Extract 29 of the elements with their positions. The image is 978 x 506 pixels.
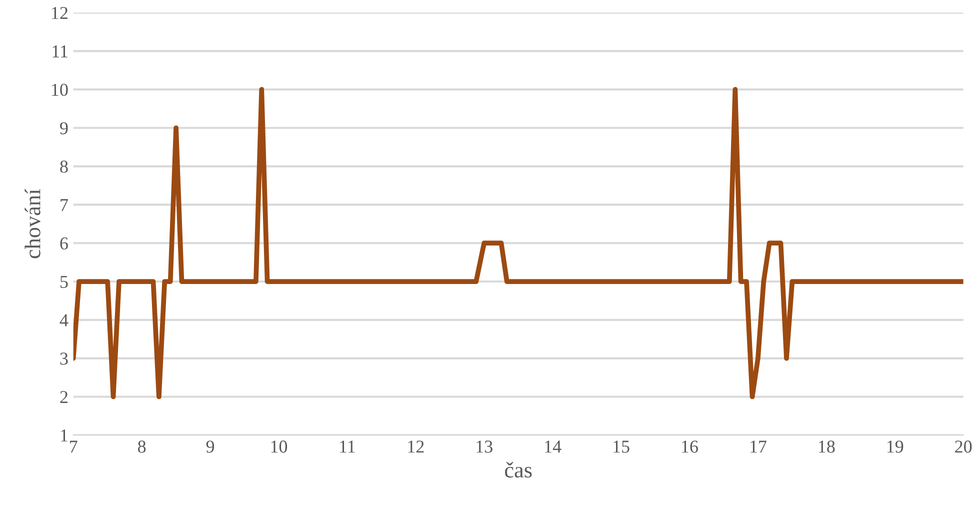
- x-tick-label: 15: [614, 440, 630, 453]
- x-tick-label: 19: [887, 440, 904, 453]
- y-tick-label: 10: [52, 84, 68, 96]
- y-tick-label: 11: [52, 45, 68, 58]
- y-tick-label: 1: [61, 430, 68, 442]
- x-tick-label: 9: [206, 440, 214, 453]
- x-tick-label: 20: [955, 440, 972, 453]
- x-tick-label: 12: [408, 440, 424, 453]
- x-tick-label: 18: [818, 440, 835, 453]
- y-tick-label: 7: [60, 199, 68, 211]
- x-axis-title: čas: [505, 462, 532, 478]
- x-tick-label: 17: [750, 440, 766, 453]
- y-tick-label: 9: [60, 122, 68, 134]
- x-tick-label: 13: [476, 440, 492, 453]
- y-tick-label: 6: [60, 237, 68, 250]
- x-tick-label: 8: [138, 440, 146, 453]
- x-tick-label: 16: [682, 440, 698, 453]
- y-tick-label: 8: [60, 160, 68, 173]
- y-tick-label: 2: [60, 391, 68, 404]
- line-series: [73, 87, 964, 400]
- x-tick-label: 7: [70, 440, 78, 453]
- y-tick-label: 5: [60, 276, 68, 288]
- y-tick-label: 4: [60, 314, 68, 326]
- y-axis-title: chování: [24, 188, 40, 258]
- x-tick-label: 11: [340, 440, 355, 453]
- y-tick-label: 12: [52, 6, 68, 19]
- y-tick-label: 3: [60, 352, 68, 365]
- x-tick-label: 10: [271, 440, 288, 453]
- x-tick-label: 14: [545, 440, 562, 453]
